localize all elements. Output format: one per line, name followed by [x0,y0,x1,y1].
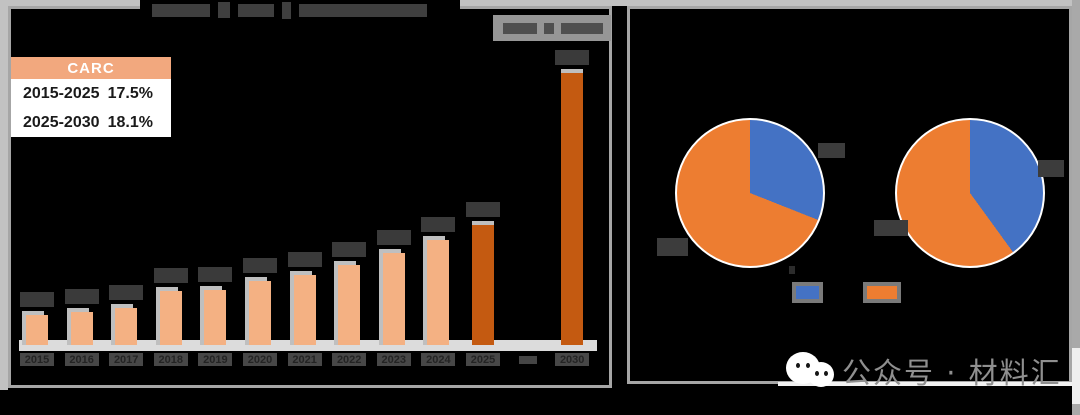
bar-value-label-obscured [287,252,322,267]
bar-2024 [427,240,450,345]
pie2-orange-label-obscured [874,220,908,236]
x-axis-label-2025: 2025 [466,353,500,366]
cagr-value-2: 18.1% [107,113,153,131]
watermark-text: 公众号 · 材料汇 [842,356,1062,390]
pie1-blue-label-obscured [818,143,845,158]
x-axis-label-2030: 2030 [555,353,590,366]
x-axis-label-2017: 2017 [109,353,144,366]
bar-value-label-obscured [376,230,411,245]
bar-2025 [472,225,494,345]
bar-2018 [159,291,182,345]
bar-value-label-obscured [20,292,54,307]
cagr-row-1: 2015-2025 17.5% [11,79,171,108]
x-axis-label-2015: 2015 [20,353,54,366]
pie-chart-left [675,118,825,268]
bar-value-label-obscured [64,289,99,304]
watermark-underline [778,382,1072,386]
source-note-obscured [493,15,611,41]
x-axis-label-2018: 2018 [153,353,188,366]
bar-value-label-obscured [332,242,367,257]
bars-layer: 2015 2016 2017 2018 2019 2020 2021 2022 2023 2024… [11,9,609,385]
x-axis-label-2020: 2020 [243,353,277,366]
chart-title-obscured [140,0,460,20]
pie-charts-panel [627,6,1072,384]
cagr-table-header: CARC [11,57,171,79]
bar-2016 [70,312,93,345]
cagr-period-2: 2025-2030 [23,113,100,131]
pie1-orange-label-obscured [657,238,688,256]
x-axis-label-2024: 2024 [421,353,456,366]
page-left-strip [0,0,8,390]
bar-value-label-obscured [243,258,277,273]
x-axis-baseline [19,340,597,351]
page-right-strip [1072,0,1080,415]
bar-value-label-obscured [153,268,188,283]
bar-2022 [338,265,361,345]
wechat-icon [786,350,838,390]
bar-2030 [561,73,584,345]
bar-2019 [204,290,227,345]
bar-2021 [293,275,316,345]
bar-value-label-obscured [198,267,233,282]
legend-swatch-blue [792,282,823,303]
x-axis-label-2021: 2021 [287,353,322,366]
x-axis-label-2023: 2023 [376,353,411,366]
x-axis-label-…… [518,356,537,364]
x-axis-label-2016: 2016 [64,353,99,366]
bar-value-label-obscured [421,217,456,232]
bar-chart-panel: CARC 2015-2025 17.5% 2025-2030 18.1% 201… [8,6,612,388]
cagr-table: CARC 2015-2025 17.5% 2025-2030 18.1% [11,57,171,137]
page-top-strip [0,0,1080,6]
bar-2015 [26,315,48,345]
legend-mark-obscured-1 [789,266,795,274]
pie2-blue-label-obscured [1038,160,1064,177]
bar-2017 [115,308,138,345]
legend-swatch-orange [863,282,901,303]
x-axis-label-2019: 2019 [198,353,233,366]
scrollbar-thumb[interactable] [1072,348,1080,404]
bar-2020 [249,281,271,345]
cagr-value-1: 17.5% [107,84,153,102]
pie-chart-right [895,118,1045,268]
cagr-row-2: 2025-2030 18.1% [11,108,171,137]
bar-2023 [382,253,405,345]
bar-value-label-obscured [109,285,144,300]
bar-value-label-obscured [466,202,500,217]
cagr-period-1: 2015-2025 [23,84,100,102]
x-axis-label-2022: 2022 [332,353,367,366]
bar-value-label-obscured [555,50,590,65]
